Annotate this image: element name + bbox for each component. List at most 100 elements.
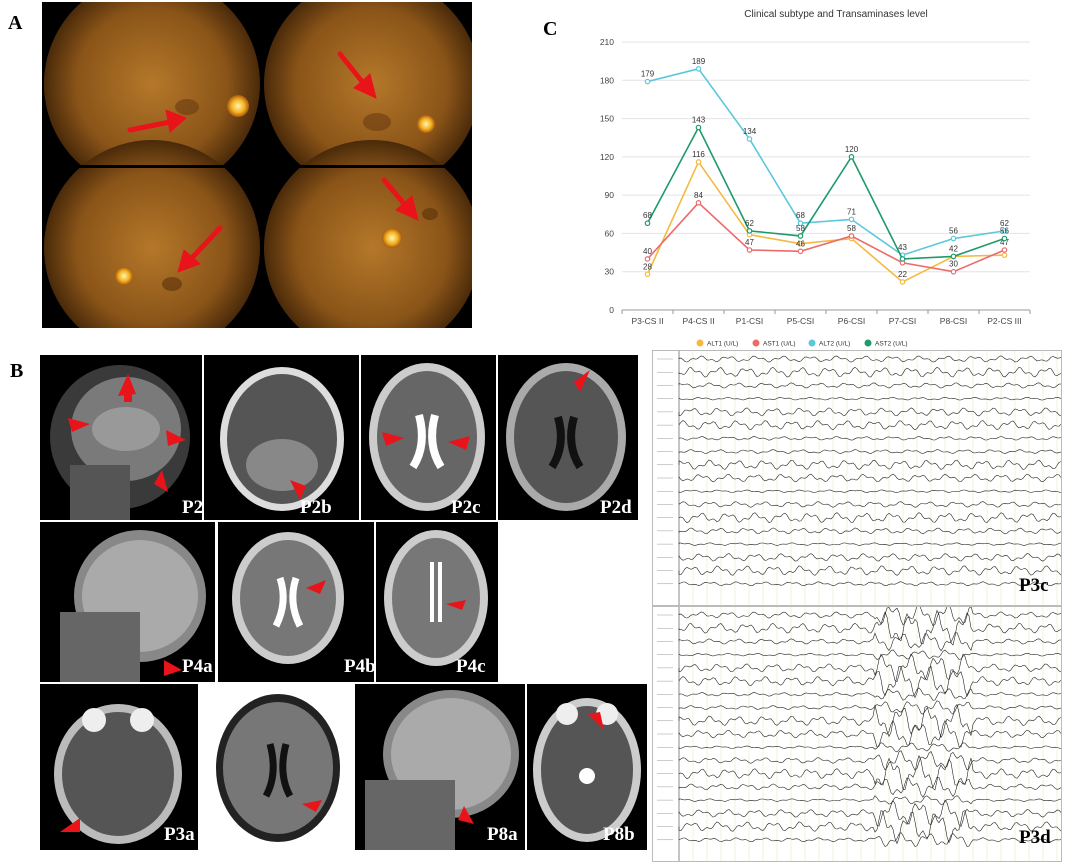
mri-label-p4b: P4b bbox=[344, 656, 374, 677]
x-tick-label: P7-CSI bbox=[889, 316, 916, 326]
data-label: 46 bbox=[796, 239, 805, 248]
mri-label-p2a: P2a bbox=[182, 497, 202, 518]
data-point bbox=[746, 136, 753, 142]
data-label: 71 bbox=[847, 207, 856, 216]
series-line bbox=[647, 67, 1005, 257]
mri-label-p4c: P4c bbox=[456, 656, 486, 677]
data-point bbox=[1001, 228, 1008, 234]
data-point bbox=[848, 233, 855, 239]
mri-image-p2a: P2a bbox=[40, 355, 202, 520]
x-tick-label: P2-CS III bbox=[987, 316, 1021, 326]
eeg-label-p3c: P3c bbox=[1019, 575, 1049, 596]
y-tick-label: 120 bbox=[600, 152, 614, 162]
legend-swatch bbox=[864, 339, 872, 347]
fundus-photo-grid bbox=[42, 2, 472, 328]
legend-swatch bbox=[808, 339, 816, 347]
mri-image-p4b: P4b bbox=[218, 522, 374, 682]
data-label: 58 bbox=[796, 224, 805, 233]
mri-image-p3a: P3a bbox=[40, 684, 198, 850]
x-tick-label: P4-CS II bbox=[682, 316, 714, 326]
data-point bbox=[848, 154, 855, 160]
data-label: 189 bbox=[692, 57, 706, 66]
mri-label-p8a: P8a bbox=[487, 824, 518, 845]
x-tick-label: P1-CSI bbox=[736, 316, 763, 326]
data-label: 47 bbox=[745, 238, 754, 247]
series-line bbox=[646, 160, 1005, 283]
y-tick-label: 0 bbox=[609, 305, 614, 315]
data-point bbox=[950, 268, 957, 275]
data-point bbox=[797, 248, 804, 255]
data-point bbox=[1001, 252, 1008, 258]
legend-entry: AST2 (U/L) bbox=[875, 341, 908, 348]
data-label: 143 bbox=[692, 116, 706, 125]
data-label: 28 bbox=[643, 262, 652, 271]
chart-y-axis: 0 30 60 90 120 150 180 210 bbox=[600, 37, 614, 315]
fundus-image-2 bbox=[264, 2, 472, 192]
fundus-image-4 bbox=[264, 140, 472, 328]
mri-image-p8a: P8a bbox=[355, 684, 525, 850]
mri-label-p2b: P2b bbox=[300, 497, 332, 518]
mri-label-p2c: P2c bbox=[451, 497, 481, 518]
data-label: 179 bbox=[641, 70, 655, 79]
data-label: 56 bbox=[949, 227, 958, 236]
panel-letter-c: C bbox=[543, 18, 558, 40]
data-point bbox=[644, 256, 651, 262]
chart-legend: ALT1 (U/L) AST1 (U/L) ALT2 (U/L) AST2 (U/L) bbox=[696, 339, 908, 348]
x-tick-label: P8-CSI bbox=[940, 316, 967, 326]
data-point bbox=[695, 200, 702, 206]
data-label: 62 bbox=[745, 219, 754, 228]
data-point bbox=[1001, 235, 1008, 242]
data-point bbox=[746, 228, 753, 234]
y-tick-label: 150 bbox=[600, 114, 614, 124]
series-line bbox=[646, 201, 1005, 273]
mri-image-p2d: P2d bbox=[498, 355, 638, 520]
mri-image-p4c: P4c bbox=[376, 522, 498, 682]
mri-label-p3a: P3a bbox=[164, 824, 195, 845]
data-point bbox=[695, 159, 702, 165]
y-tick-label: 210 bbox=[600, 37, 614, 47]
data-label: 68 bbox=[796, 211, 805, 220]
data-label: 47 bbox=[1000, 238, 1009, 247]
mri-image-p4a: P4a bbox=[40, 522, 215, 682]
chart-title: Clinical subtype and Transaminases level bbox=[744, 9, 927, 20]
chart-x-axis: P3-CS II P4-CS II P1-CSI P5-CSI P6-CSI P7-CSI… bbox=[621, 310, 1031, 326]
data-point bbox=[950, 235, 957, 242]
data-point bbox=[899, 256, 906, 262]
data-label: 42 bbox=[949, 244, 958, 253]
data-point bbox=[899, 279, 906, 285]
fundus-image-3 bbox=[44, 140, 260, 328]
eeg-trace-p3c: P3c bbox=[652, 350, 1062, 606]
panel-letter-a: A bbox=[8, 12, 23, 34]
eeg-trace-p3d: P3d bbox=[652, 606, 1062, 862]
data-label: 30 bbox=[949, 260, 958, 269]
data-label: 68 bbox=[643, 211, 652, 220]
data-point bbox=[797, 233, 804, 239]
mri-label-p8b: P8b bbox=[603, 824, 635, 845]
mri-label-p4a: P4a bbox=[182, 656, 213, 677]
data-label: 43 bbox=[898, 243, 907, 252]
data-label: 84 bbox=[694, 191, 703, 200]
chart-grid bbox=[622, 41, 1030, 311]
mri-label-p3b: P3b bbox=[318, 824, 350, 845]
x-tick-label: P3-CS II bbox=[631, 316, 663, 326]
panel-letter-b: B bbox=[10, 360, 24, 382]
eeg-label-p3d: P3d bbox=[1019, 827, 1051, 848]
data-label: 134 bbox=[743, 127, 757, 136]
y-tick-label: 90 bbox=[605, 190, 615, 200]
data-point bbox=[1001, 247, 1008, 253]
y-tick-label: 60 bbox=[605, 228, 615, 238]
y-tick-label: 180 bbox=[600, 75, 614, 85]
legend-swatch bbox=[696, 339, 704, 347]
data-point bbox=[644, 78, 651, 85]
legend-entry: ALT1 (U/L) bbox=[707, 341, 738, 348]
legend-swatch bbox=[752, 339, 760, 347]
mri-image-p2b: P2b bbox=[204, 355, 359, 520]
y-tick-label: 30 bbox=[605, 267, 615, 277]
x-tick-label: P5-CSI bbox=[787, 316, 814, 326]
data-label: 58 bbox=[847, 224, 856, 233]
data-point bbox=[746, 247, 753, 253]
data-point bbox=[695, 124, 702, 131]
data-point bbox=[797, 220, 804, 227]
fundus-image-1 bbox=[44, 2, 260, 192]
